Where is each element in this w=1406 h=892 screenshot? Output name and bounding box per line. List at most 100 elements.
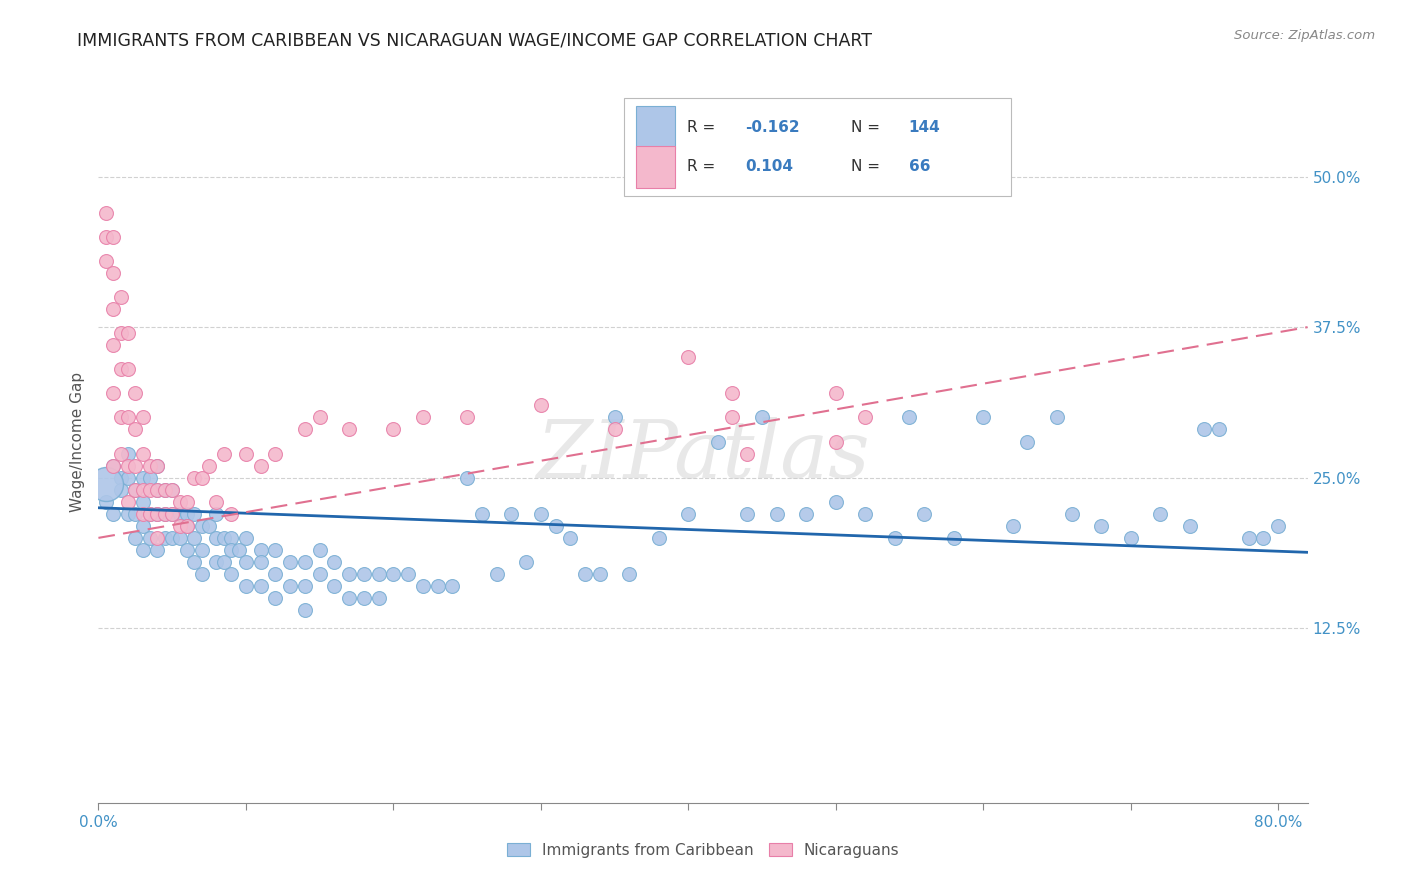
Point	[117, 458, 139, 473]
Point	[603, 422, 626, 436]
Point	[219, 567, 242, 582]
Point	[264, 591, 287, 606]
Point	[264, 446, 287, 460]
Point	[101, 301, 124, 316]
Point	[117, 507, 139, 521]
Point	[117, 362, 139, 376]
Point	[219, 531, 242, 545]
Text: IMMIGRANTS FROM CARIBBEAN VS NICARAGUAN WAGE/INCOME GAP CORRELATION CHART: IMMIGRANTS FROM CARIBBEAN VS NICARAGUAN …	[77, 31, 872, 49]
Point	[1046, 410, 1069, 425]
Point	[198, 458, 221, 473]
Point	[853, 507, 876, 521]
Point	[456, 470, 478, 484]
Point	[183, 507, 205, 521]
Point	[183, 470, 205, 484]
Point	[101, 386, 124, 401]
Point	[972, 410, 994, 425]
Point	[751, 410, 773, 425]
Point	[219, 507, 242, 521]
Point	[589, 567, 612, 582]
Point	[1267, 518, 1289, 533]
FancyBboxPatch shape	[624, 98, 1011, 196]
Point	[110, 290, 132, 304]
Point	[396, 567, 419, 582]
Point	[117, 410, 139, 425]
Point	[160, 483, 183, 497]
Point	[412, 579, 434, 593]
Point	[264, 567, 287, 582]
Point	[1017, 434, 1039, 449]
Point	[131, 518, 153, 533]
Point	[176, 494, 198, 508]
Point	[912, 507, 935, 521]
Point	[721, 386, 744, 401]
Point	[619, 567, 641, 582]
Point	[205, 531, 228, 545]
Text: R =: R =	[688, 160, 720, 175]
Point	[853, 410, 876, 425]
Point	[794, 507, 817, 521]
Point	[1060, 507, 1083, 521]
Point	[235, 446, 257, 460]
Point	[124, 458, 146, 473]
Point	[146, 531, 169, 545]
Point	[146, 507, 169, 521]
Point	[198, 518, 221, 533]
Point	[235, 579, 257, 593]
Point	[441, 579, 464, 593]
Point	[153, 483, 176, 497]
Text: ZIPatlas: ZIPatlas	[536, 417, 870, 495]
Point	[1119, 531, 1142, 545]
Point	[110, 362, 132, 376]
Point	[94, 253, 117, 268]
Point	[176, 542, 198, 557]
Point	[678, 507, 700, 521]
Point	[264, 542, 287, 557]
Point	[1194, 422, 1216, 436]
Point	[678, 350, 700, 364]
Point	[153, 507, 176, 521]
Point	[139, 507, 162, 521]
Point	[228, 542, 250, 557]
Point	[382, 422, 405, 436]
Point	[131, 410, 153, 425]
Point	[101, 507, 124, 521]
Point	[176, 518, 198, 533]
Point	[183, 531, 205, 545]
FancyBboxPatch shape	[637, 106, 675, 149]
Point	[101, 458, 124, 473]
Point	[139, 531, 162, 545]
Point	[101, 338, 124, 352]
Point	[131, 494, 153, 508]
Point	[124, 507, 146, 521]
Point	[530, 507, 553, 521]
Point	[1149, 507, 1171, 521]
Text: 66: 66	[908, 160, 929, 175]
Point	[146, 483, 169, 497]
Point	[176, 518, 198, 533]
Point	[235, 555, 257, 569]
Point	[530, 398, 553, 412]
Point	[205, 555, 228, 569]
Point	[101, 458, 124, 473]
Point	[471, 507, 494, 521]
Point	[124, 483, 146, 497]
Point	[294, 579, 316, 593]
Point	[337, 567, 360, 582]
Point	[382, 567, 405, 582]
Text: 144: 144	[908, 120, 941, 135]
Point	[249, 555, 271, 569]
Point	[560, 531, 582, 545]
Point	[278, 555, 301, 569]
Point	[139, 483, 162, 497]
Point	[110, 470, 132, 484]
Text: N =: N =	[851, 120, 884, 135]
Point	[212, 531, 235, 545]
Point	[139, 507, 162, 521]
Point	[160, 531, 183, 545]
Point	[190, 470, 212, 484]
Point	[190, 542, 212, 557]
Point	[249, 458, 271, 473]
Point	[169, 518, 191, 533]
Point	[117, 446, 139, 460]
